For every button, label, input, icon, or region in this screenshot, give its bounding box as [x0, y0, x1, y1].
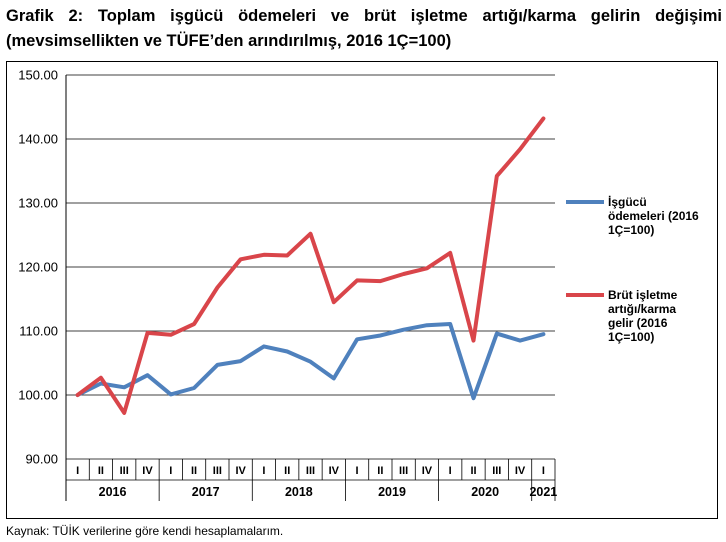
y-tick-label: 140.00 — [18, 132, 58, 147]
legend-label-2: Brüt işletme — [608, 288, 678, 302]
x-tick-label: II — [191, 465, 197, 477]
x-tick-label: II — [470, 465, 476, 477]
x-tick-label: IV — [142, 465, 153, 477]
source-note: Kaynak: TÜİK verilerine göre kendi hesap… — [6, 524, 284, 538]
y-tick-label: 130.00 — [18, 196, 58, 211]
axis-layer: 90.00 100.00 110.00 120.00 130.00 140.00 150.0… — [18, 68, 557, 501]
x-tick-label: III — [399, 465, 408, 477]
year-label: 2019 — [378, 485, 406, 499]
x-tick-label: III — [120, 465, 129, 477]
x-tick-label: II — [284, 465, 290, 477]
x-tick-label: I — [356, 465, 359, 477]
x-tick-label: IV — [235, 465, 246, 477]
chart-title: Grafik 2: Toplam işgücü ödemeleri ve brü… — [6, 7, 722, 50]
year-label: 2021 — [529, 485, 557, 499]
x-tick-label: IV — [329, 465, 340, 477]
chart-frame — [6, 61, 718, 519]
y-tick-label: 90.00 — [25, 452, 58, 467]
series-line-1 — [75, 322, 546, 401]
grid-layer — [66, 74, 555, 460]
y-tick-label: 150.00 — [18, 68, 58, 83]
y-tick-label: 110.00 — [19, 324, 58, 339]
year-label: 2018 — [285, 485, 313, 499]
x-tick-label: III — [492, 465, 501, 477]
legend-label-2: gelir (2016 — [608, 316, 668, 330]
legend-label-1: ödemeleri (2016 — [608, 209, 699, 223]
year-label: 2020 — [471, 485, 499, 499]
x-tick-label: I — [449, 465, 452, 477]
legend-label-2: 1Ç=100) — [608, 330, 654, 344]
y-tick-label: 100.00 — [18, 388, 58, 403]
x-tick-label: I — [169, 465, 172, 477]
x-tick-label: I — [262, 465, 265, 477]
x-tick-label: II — [377, 465, 383, 477]
series-line-2 — [75, 116, 546, 415]
x-tick-label: I — [76, 465, 79, 477]
legend-label-1: 1Ç=100) — [608, 223, 654, 237]
x-tick-label: III — [306, 465, 315, 477]
x-tick-label: I — [542, 465, 545, 477]
legend-label-2: artığı/karma — [608, 302, 676, 316]
year-label: 2017 — [192, 485, 220, 499]
year-label: 2016 — [99, 485, 127, 499]
x-tick-label: II — [98, 465, 104, 477]
y-tick-label: 120.00 — [18, 260, 58, 275]
x-tick-label: IV — [515, 465, 526, 477]
x-tick-label: III — [213, 465, 222, 477]
legend-label-1: İşgücü — [608, 194, 647, 209]
series-layer — [75, 116, 546, 415]
x-tick-label: IV — [422, 465, 433, 477]
